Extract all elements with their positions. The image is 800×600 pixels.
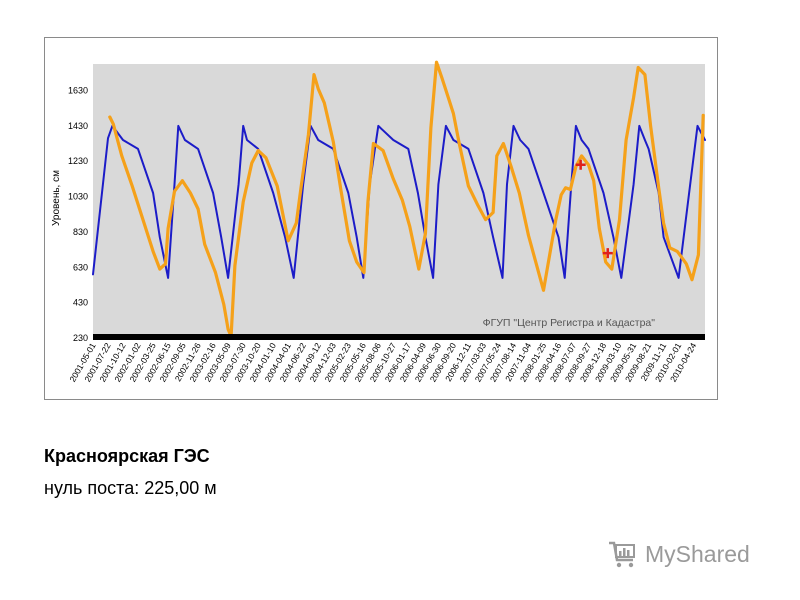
cart-chart-icon (609, 541, 635, 568)
myshared-logo[interactable]: MyShared (607, 536, 750, 572)
y-tick-label: 630 (73, 262, 88, 272)
y-tick-label: 1030 (68, 192, 88, 202)
station-title: Красноярская ГЭС (44, 446, 210, 466)
cross-marker (575, 159, 586, 170)
y-tick-label: 430 (73, 298, 88, 308)
y-tick-label: 1630 (68, 86, 88, 96)
y-tick-label: 1430 (68, 121, 88, 131)
logo-text: MyShared (645, 540, 750, 567)
station-zero-level: нуль поста: 225,00 м (44, 478, 217, 498)
y-tick-label: 1230 (68, 156, 88, 166)
chart-frame: 230 430 630 830 1030 1230 1430 1630 2001-05-01 2… (44, 37, 718, 400)
plot-background (93, 64, 705, 338)
watermark-text: ФГУП "Центр Регистра и Кадастра" (483, 317, 656, 329)
cross-marker (602, 248, 613, 259)
y-tick-label: 230 (73, 333, 88, 343)
y-axis-label: Уровень, см (51, 170, 62, 226)
y-tick-label: 830 (73, 227, 88, 237)
baseline-bar (93, 334, 705, 340)
series-line-orange (108, 60, 705, 338)
series-line-blue (92, 124, 706, 279)
